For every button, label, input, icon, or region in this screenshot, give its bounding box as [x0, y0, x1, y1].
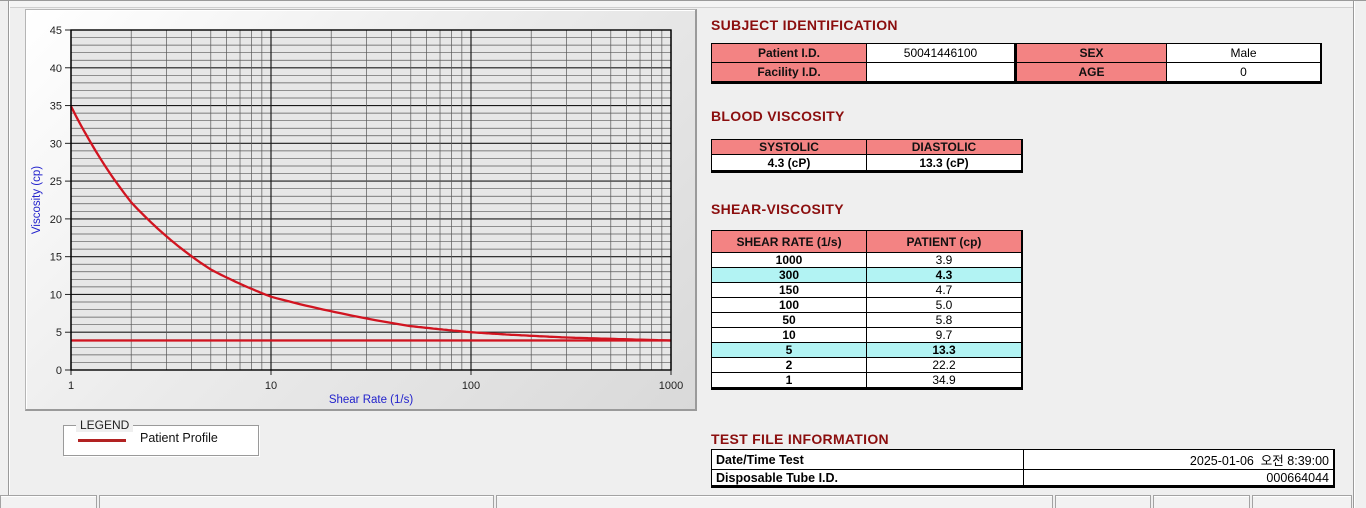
shear-row-1: 300 4.3: [711, 267, 1023, 283]
age-label: AGE: [1016, 62, 1167, 83]
sex-value: Male: [1166, 43, 1322, 63]
shear-rate-cell: 150: [711, 282, 867, 298]
svg-text:100: 100: [462, 380, 480, 392]
subject-identification-table-left: Patient I.D. 50041446100 Facility I.D.: [711, 43, 1016, 84]
bottom-toolbar-segment-5[interactable]: [1153, 495, 1250, 508]
bottom-toolbar-segment-3[interactable]: [496, 495, 1053, 508]
shear-rate-cell: 10: [711, 327, 867, 343]
age-value: 0: [1166, 62, 1322, 83]
bottom-toolbar-segment-4[interactable]: [1055, 495, 1151, 508]
shear-row-7: 2 22.2: [711, 357, 1023, 373]
legend-entry-label: Patient Profile: [140, 431, 218, 445]
patient-value-cell: 5.0: [866, 297, 1023, 313]
diastolic-label: DIASTOLIC: [866, 139, 1023, 155]
svg-text:45: 45: [50, 25, 62, 37]
shear-viscosity-chart-panel: 0 5 10 15 20 25 30 35 40 45 1 10 100 1000 Shear Rate (…: [25, 9, 697, 411]
svg-text:Shear Rate (1/s): Shear Rate (1/s): [329, 394, 414, 406]
shear-row-2: 150 4.7: [711, 282, 1023, 298]
bottom-toolbar-segment-2[interactable]: [99, 495, 494, 508]
test-file-information-title: TEST FILE INFORMATION: [711, 431, 889, 447]
shear-rate-cell: 1000: [711, 252, 867, 268]
svg-text:15: 15: [50, 252, 62, 264]
table-row: SYSTOLIC DIASTOLIC: [711, 139, 1023, 155]
systolic-label: SYSTOLIC: [711, 139, 867, 155]
shear-rate-column-header: SHEAR RATE (1/s): [711, 230, 867, 253]
patient-value-cell: 9.7: [866, 327, 1023, 343]
facility-id-label: Facility I.D.: [711, 62, 867, 83]
patient-profile-line-swatch: [78, 439, 126, 442]
svg-text:20: 20: [50, 214, 62, 226]
shear-row-6: 5 13.3: [711, 342, 1023, 358]
patient-value-cell: 3.9: [866, 252, 1023, 268]
legend-title: LEGEND: [76, 418, 134, 432]
window-left-edge: [0, 1, 9, 508]
table-header-row: SHEAR RATE (1/s) PATIENT (cp): [711, 230, 1023, 253]
patient-value-cell: 13.3: [866, 342, 1023, 358]
svg-text:10: 10: [265, 380, 277, 392]
shear-row-4: 50 5.8: [711, 312, 1023, 328]
svg-text:25: 25: [50, 176, 62, 188]
bottom-toolbar-segment-6[interactable]: [1252, 495, 1352, 508]
table-row: AGE 0: [1016, 62, 1322, 83]
subject-identification-table-right: SEX Male AGE 0: [1016, 43, 1322, 84]
window-top-edge: [0, 1, 1366, 8]
shear-rate-cell: 300: [711, 267, 867, 283]
svg-text:35: 35: [50, 101, 62, 113]
subject-identification-title: SUBJECT IDENTIFICATION: [711, 17, 898, 33]
facility-id-value: [866, 62, 1016, 83]
shear-viscosity-table: SHEAR RATE (1/s) PATIENT (cp) 1000 3.9 30…: [711, 230, 1023, 390]
shear-row-3: 100 5.0: [711, 297, 1023, 313]
shear-row-0: 1000 3.9: [711, 252, 1023, 268]
svg-text:10: 10: [50, 289, 62, 301]
patient-value-cell: 4.7: [866, 282, 1023, 298]
svg-text:5: 5: [56, 327, 62, 339]
table-row: 4.3 (cP) 13.3 (cP): [711, 154, 1023, 172]
blood-viscosity-title: BLOOD VISCOSITY: [711, 108, 845, 124]
diastolic-value: 13.3 (cP): [866, 154, 1023, 172]
table-row: Facility I.D.: [711, 62, 1016, 83]
shear-rate-cell: 100: [711, 297, 867, 313]
shear-row-5: 10 9.7: [711, 327, 1023, 343]
table-row: Date/Time Test 2025-01-06 오전 8:39:00: [711, 449, 1335, 470]
shear-rate-cell: 1: [711, 372, 867, 389]
disposable-tube-id-label: Disposable Tube I.D.: [711, 469, 1024, 487]
svg-text:Viscosity (cp): Viscosity (cp): [31, 166, 43, 234]
shear-viscosity-chart: 0 5 10 15 20 25 30 35 40 45 1 10 100 1000 Shear Rate (…: [31, 25, 683, 406]
test-file-information-table: Date/Time Test 2025-01-06 오전 8:39:00 Dis…: [711, 449, 1335, 488]
date-time-test-value: 2025-01-06 오전 8:39:00: [1023, 449, 1335, 470]
date-time-test-label: Date/Time Test: [711, 449, 1024, 470]
bottom-toolbar-segment-1[interactable]: [0, 495, 97, 508]
disposable-tube-id-value: 000664044: [1023, 469, 1335, 487]
legend-box: Patient Profile: [63, 425, 259, 456]
window-right-edge: [1353, 1, 1366, 508]
patient-value-cell: 34.9: [866, 372, 1023, 389]
shear-viscosity-title: SHEAR-VISCOSITY: [711, 201, 844, 217]
svg-text:1000: 1000: [659, 380, 683, 392]
table-row: SEX Male: [1016, 43, 1322, 63]
sex-label: SEX: [1016, 43, 1167, 63]
patient-value-cell: 5.8: [866, 312, 1023, 328]
svg-text:30: 30: [50, 138, 62, 150]
shear-rate-cell: 5: [711, 342, 867, 358]
patient-id-label: Patient I.D.: [711, 43, 867, 63]
shear-rate-cell: 2: [711, 357, 867, 373]
patient-id-value: 50041446100: [866, 43, 1016, 63]
patient-value-cell: 22.2: [866, 357, 1023, 373]
svg-text:0: 0: [56, 365, 62, 377]
table-row: Disposable Tube I.D. 000664044: [711, 469, 1335, 487]
patient-column-header: PATIENT (cp): [866, 230, 1023, 253]
table-row: Patient I.D. 50041446100: [711, 43, 1016, 63]
svg-text:40: 40: [50, 63, 62, 75]
svg-text:1: 1: [68, 380, 74, 392]
bottom-toolbar-row: [0, 495, 1352, 508]
shear-row-8: 1 34.9: [711, 372, 1023, 389]
shear-rate-cell: 50: [711, 312, 867, 328]
systolic-value: 4.3 (cP): [711, 154, 867, 172]
blood-viscosity-table: SYSTOLIC DIASTOLIC 4.3 (cP) 13.3 (cP): [711, 139, 1023, 173]
patient-value-cell: 4.3: [866, 267, 1023, 283]
